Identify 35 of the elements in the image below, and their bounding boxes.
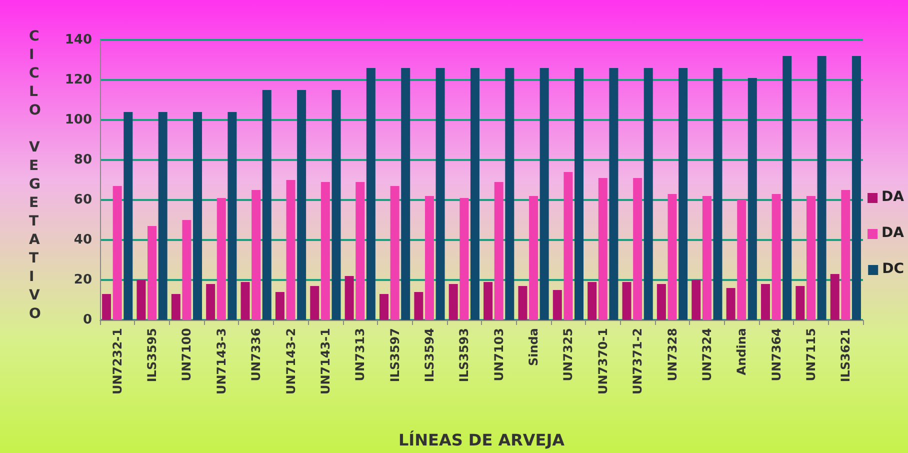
x-tick-label: UN7370-1 (596, 328, 610, 395)
x-tick-label: UN7325 (561, 328, 576, 382)
x-tick-label: UN7115 (804, 328, 818, 382)
y-tick-label: 140 (64, 32, 92, 48)
x-tick-label: UN7100 (180, 328, 194, 382)
x-tick-label: UN7371-2 (630, 328, 645, 395)
y-tick-label: 60 (74, 192, 92, 208)
y-tick-label: 0 (82, 312, 92, 328)
x-tick-label: UN7103 (492, 328, 506, 382)
x-tick-label: UN7364 (769, 328, 784, 382)
legend-label: DA (882, 225, 904, 241)
legend-label: DC (882, 261, 904, 277)
x-tick-label: ILS3593 (457, 328, 472, 382)
x-tick-label: UN7324 (700, 328, 714, 382)
legend-label: DA (882, 189, 904, 205)
text: CICLO VEGETATIVO (29, 28, 41, 322)
y-tick-label: 120 (64, 72, 92, 88)
x-tick-label: UN7143-3 (214, 328, 228, 395)
x-axis-title: LÍNEAS DE ARVEJA (398, 430, 566, 450)
y-tick-label: 100 (64, 112, 92, 128)
x-tick-label: UN7143-1 (318, 328, 332, 395)
x-tick-label: Sinda (526, 328, 541, 366)
x-tick-label: UN7313 (353, 328, 368, 382)
x-tick-label: Andina (734, 328, 749, 376)
y-tick-label: 20 (74, 272, 92, 288)
x-tick-label: UN7336 (249, 328, 264, 382)
x-tick-label: ILS3595 (145, 328, 160, 382)
x-tick-label: ILS3597 (388, 328, 402, 382)
x-tick-label: ILS3621 (838, 328, 853, 382)
y-tick-label: 80 (74, 152, 92, 168)
y-tick-label: 40 (74, 232, 92, 248)
x-tick-label: UN7143-2 (284, 328, 298, 395)
x-tick-label: UN7328 (665, 328, 680, 382)
x-tick-label: ILS3594 (422, 328, 436, 382)
x-tick-label: UN7232-1 (110, 328, 124, 395)
